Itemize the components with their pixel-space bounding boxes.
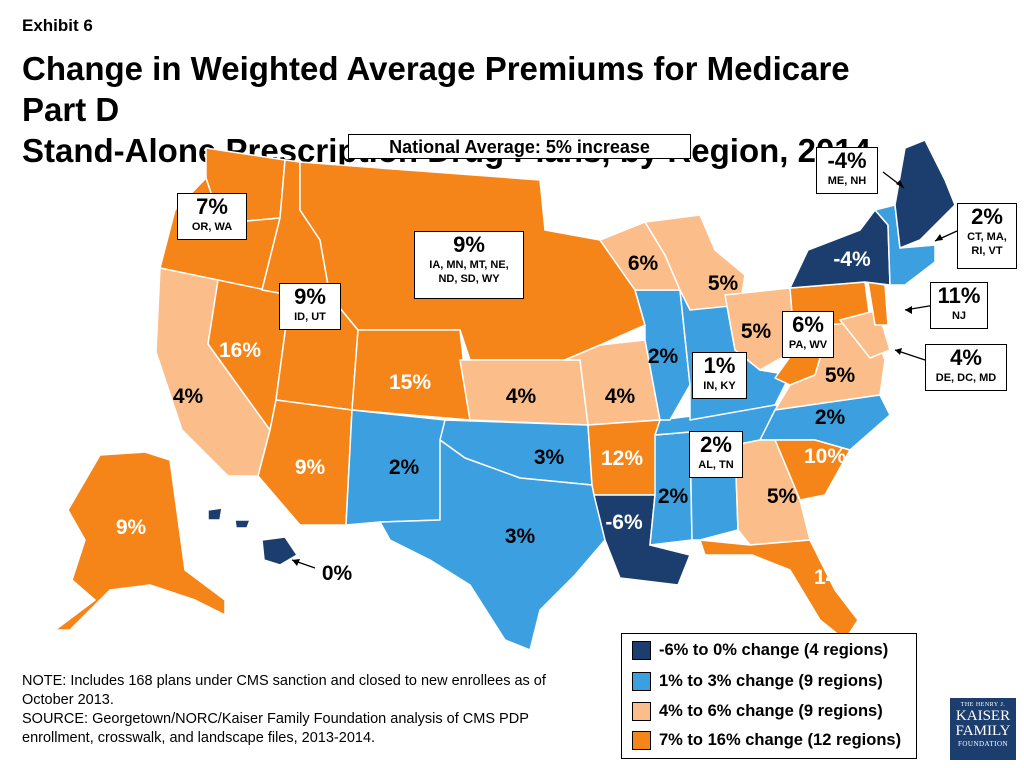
callout-or-wa-states: OR, WA <box>191 221 233 233</box>
logo-line-4: FOUNDATION <box>957 740 1009 748</box>
map-legend: -6% to 0% change (4 regions) 1% to 3% ch… <box>621 633 917 759</box>
region-georgia <box>734 439 811 546</box>
label-mississippi: 2% <box>658 485 689 508</box>
legend-label: 7% to 16% change (12 regions) <box>659 730 902 749</box>
legend-item: 1% to 3% change (9 regions) <box>632 670 883 692</box>
legend-item: -6% to 0% change (4 regions) <box>632 639 888 661</box>
footnote: NOTE: Includes 168 plans under CMS sanct… <box>22 672 592 748</box>
label-virginia: 5% <box>825 364 856 387</box>
callout-pa-wv-pct: 6% <box>792 312 824 337</box>
label-arkansas: 12% <box>601 447 643 470</box>
callout-ne-pct: 2% <box>971 204 1003 229</box>
legend-swatch <box>632 730 651 750</box>
legend-item: 4% to 6% change (9 regions) <box>632 700 883 722</box>
callout-in-ky-pct: 1% <box>703 353 736 378</box>
callout-ct-ma-ri-vt: 2% CT, MA, RI, VT <box>957 203 1017 269</box>
label-wisconsin: 6% <box>628 252 659 275</box>
label-kansas: 4% <box>506 385 537 408</box>
label-florida: 14% <box>814 566 856 589</box>
label-illinois: 2% <box>648 345 679 368</box>
callout-in-ky-states: IN, KY <box>703 380 736 392</box>
label-hawaii: 0% <box>322 562 353 585</box>
label-texas: 3% <box>505 525 536 548</box>
legend-swatch <box>632 640 651 660</box>
legend-label: -6% to 0% change (4 regions) <box>659 640 889 659</box>
callout-plains-states-2: ND, SD, WY <box>438 273 500 285</box>
logo-line-1: THE HENRY J. <box>960 702 1006 708</box>
exhibit-label: Exhibit 6 <box>22 16 93 35</box>
source-line-1: SOURCE: Georgetown/NORC/Kaiser Family Fo… <box>22 711 529 727</box>
callout-id-ut-states: ID, UT <box>294 311 326 323</box>
callout-plains: 9% IA, MN, MT, NE, ND, SD, WY <box>414 231 524 299</box>
label-oklahoma: 3% <box>534 446 565 469</box>
callout-de-dc-md: 4% DE, DC, MD <box>925 344 1007 391</box>
callout-ne-states-1: CT, MA, <box>967 231 1007 243</box>
legend-label: 4% to 6% change (9 regions) <box>659 701 883 720</box>
callout-de-dc-md-pct: 4% <box>950 345 982 370</box>
national-average-box: National Average: 5% increase <box>348 134 691 159</box>
region-maine-new-hampshire <box>894 139 956 249</box>
label-north-carolina: 2% <box>815 406 846 429</box>
region-florida <box>699 539 859 641</box>
label-georgia: 5% <box>767 485 798 508</box>
callout-me-nh-states: ME, NH <box>827 175 867 187</box>
region-alaska <box>54 451 226 631</box>
callout-in-ky: 1% IN, KY <box>692 352 747 399</box>
label-alaska: 9% <box>116 516 147 539</box>
label-arizona: 9% <box>295 456 326 479</box>
region-ohio <box>724 287 796 371</box>
label-missouri: 4% <box>605 385 636 408</box>
callout-plains-pct: 9% <box>453 232 485 257</box>
source-line-2: enrollment, crosswalk, and landscape fil… <box>22 730 376 746</box>
arrowheads <box>292 180 943 566</box>
legend-item: 7% to 16% change (12 regions) <box>632 729 901 751</box>
logo-line-3: FAMILY <box>955 723 1011 739</box>
legend-label: 1% to 3% change (9 regions) <box>659 671 883 690</box>
label-new-york: -4% <box>833 248 871 271</box>
callout-pa-wv-states: PA, WV <box>788 339 828 351</box>
label-new-mexico: 2% <box>389 456 420 479</box>
callout-nj: 11% NJ <box>930 282 988 329</box>
callout-id-ut-pct: 9% <box>294 284 326 309</box>
callout-nj-pct: 11% <box>937 283 981 308</box>
callout-pa-wv: 6% PA, WV <box>782 311 834 358</box>
region-hawaii <box>207 507 298 566</box>
legend-swatch <box>632 701 651 721</box>
label-south-carolina: 10% <box>804 445 846 468</box>
callout-me-nh: -4% ME, NH <box>816 147 878 194</box>
label-nevada: 16% <box>219 339 261 362</box>
region-texas <box>379 439 606 651</box>
callout-or-wa: 7% OR, WA <box>177 193 247 240</box>
label-california: 4% <box>173 385 204 408</box>
callout-al-tn-states: AL, TN <box>698 459 734 471</box>
callout-or-wa-pct: 7% <box>196 194 228 219</box>
callout-al-tn: 2% AL, TN <box>689 431 743 478</box>
callout-id-ut: 9% ID, UT <box>279 283 341 330</box>
callout-ne-states-2: RI, VT <box>971 245 1003 257</box>
label-colorado: 15% <box>389 371 431 394</box>
callout-de-dc-md-states: DE, DC, MD <box>935 372 997 384</box>
logo-line-2: KAISER <box>955 708 1011 724</box>
callout-plains-states-1: IA, MN, MT, NE, <box>429 259 509 271</box>
label-michigan: 5% <box>708 272 739 295</box>
callout-nj-states: NJ <box>951 310 967 322</box>
label-ohio: 5% <box>741 320 772 343</box>
label-louisiana: -6% <box>605 511 643 534</box>
note-line-1: NOTE: Includes 168 plans under CMS sanct… <box>22 673 546 689</box>
callout-al-tn-pct: 2% <box>700 432 732 457</box>
note-line-2: October 2013. <box>22 692 114 708</box>
callout-me-nh-pct: -4% <box>827 148 867 173</box>
kff-logo: THE HENRY J. KAISER FAMILY FOUNDATION <box>950 698 1016 760</box>
title-line-1: Change in Weighted Average Premiums for … <box>22 50 850 128</box>
legend-swatch <box>632 671 651 691</box>
